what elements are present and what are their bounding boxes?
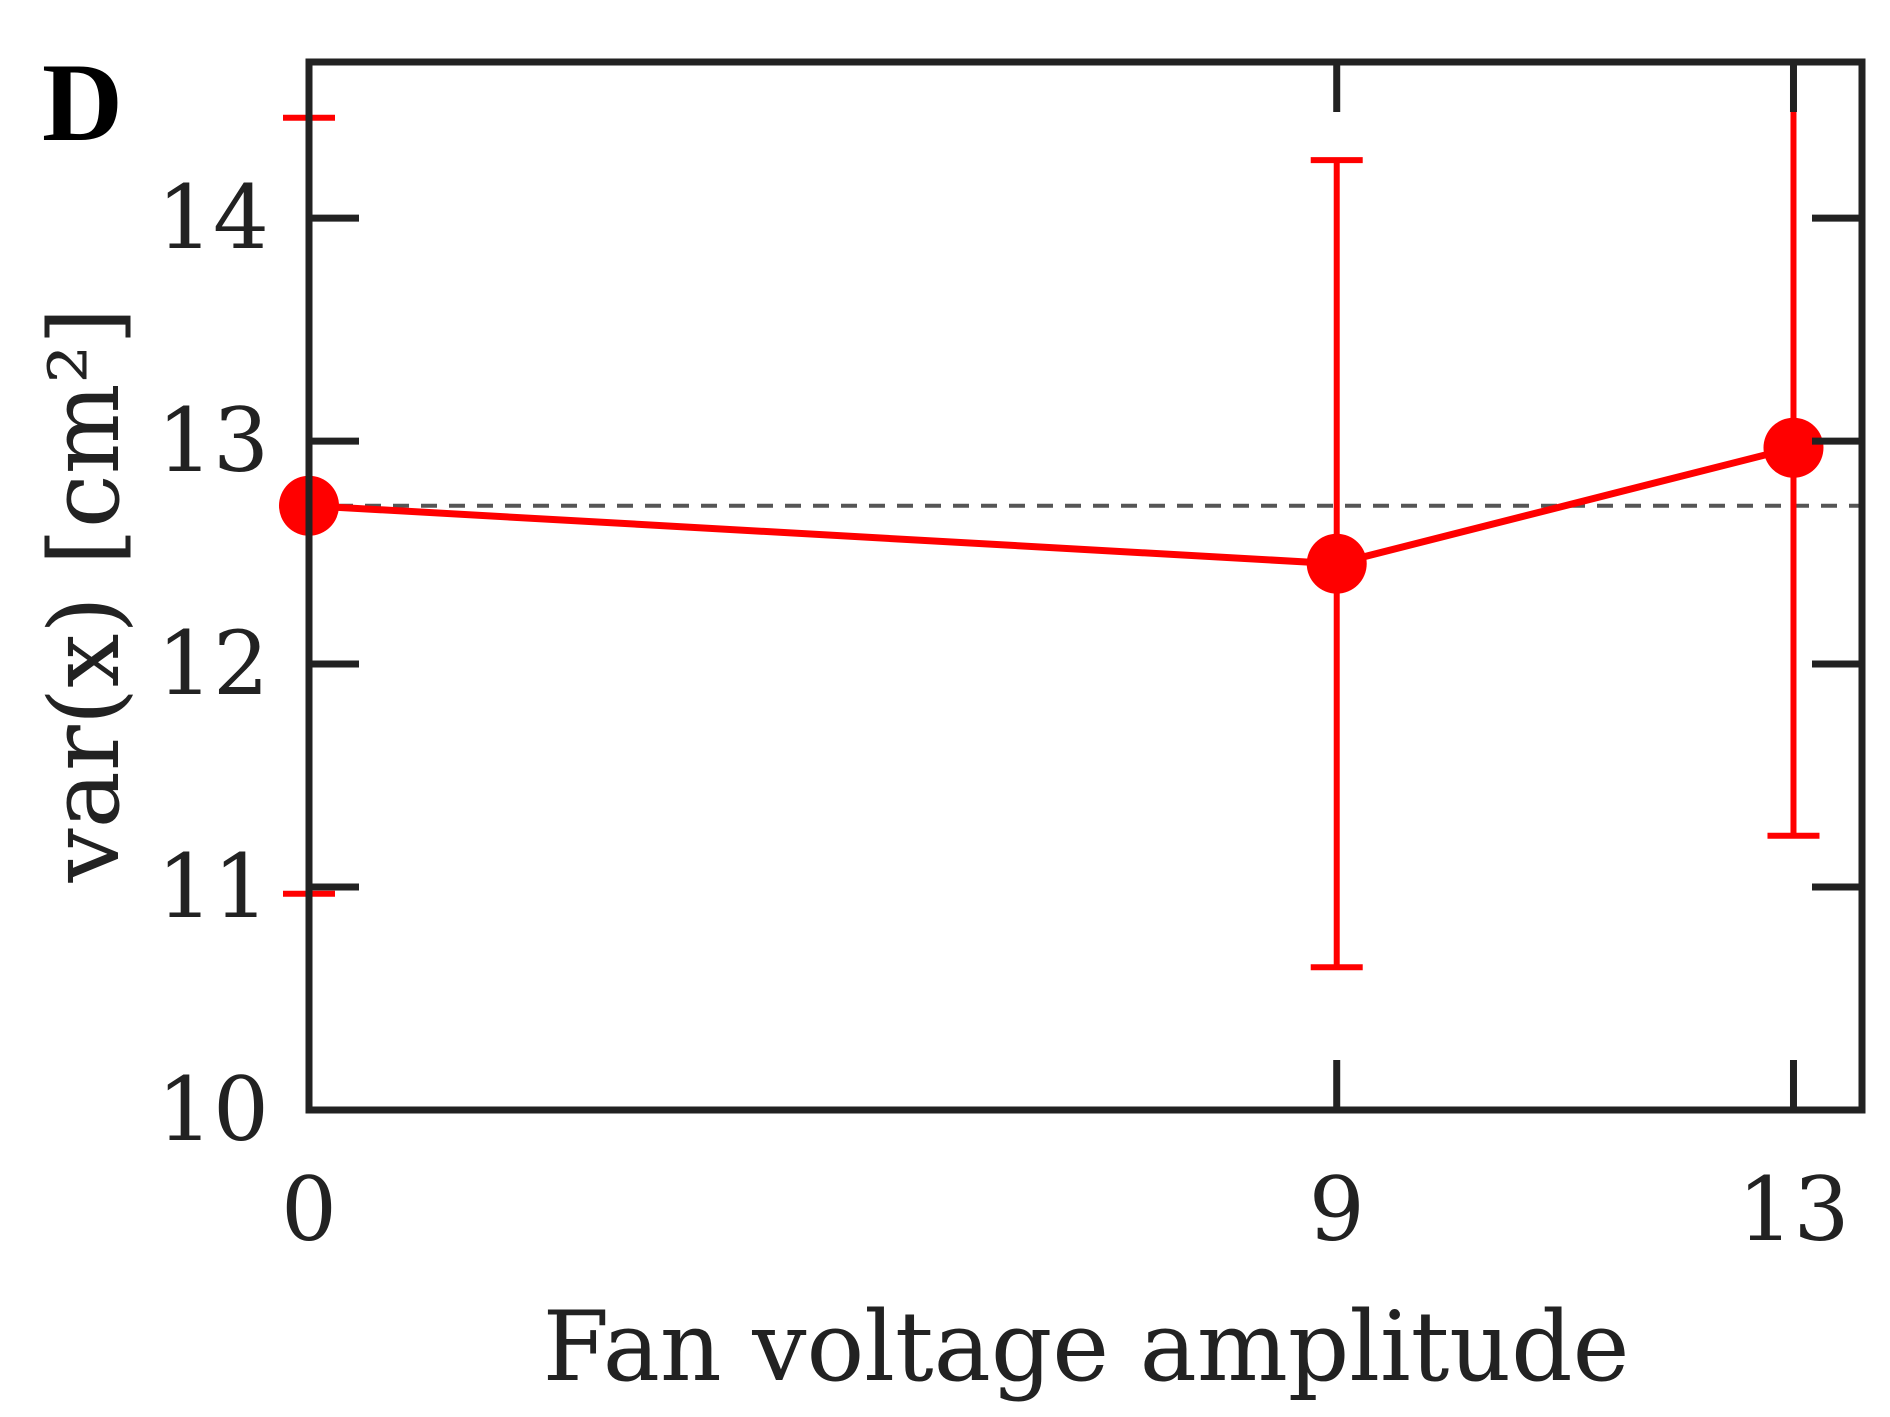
x-tick-label: 9 bbox=[1309, 1158, 1365, 1261]
panel-label: D bbox=[42, 41, 123, 165]
data-point bbox=[1306, 533, 1367, 594]
x-tick-label: 0 bbox=[281, 1158, 337, 1261]
x-axis-label: Fan voltage amplitude bbox=[543, 1291, 1630, 1403]
y-tick-label: 10 bbox=[157, 1058, 269, 1161]
axes-layer bbox=[305, 58, 1866, 1114]
series-layer bbox=[279, 59, 1824, 971]
data-point bbox=[1763, 417, 1824, 478]
plot-frame bbox=[305, 58, 1866, 1114]
tick-labels-layer: 10 11 12 13 14 0 9 13 bbox=[157, 166, 1849, 1261]
y-axis-label: var(x) [cm²] bbox=[29, 307, 141, 883]
x-tick-label: 13 bbox=[1737, 1158, 1849, 1261]
y-tick-label: 13 bbox=[157, 389, 269, 492]
y-tick-label: 11 bbox=[157, 835, 269, 938]
y-tick-label: 12 bbox=[157, 612, 269, 715]
y-tick-label: 14 bbox=[157, 166, 269, 269]
